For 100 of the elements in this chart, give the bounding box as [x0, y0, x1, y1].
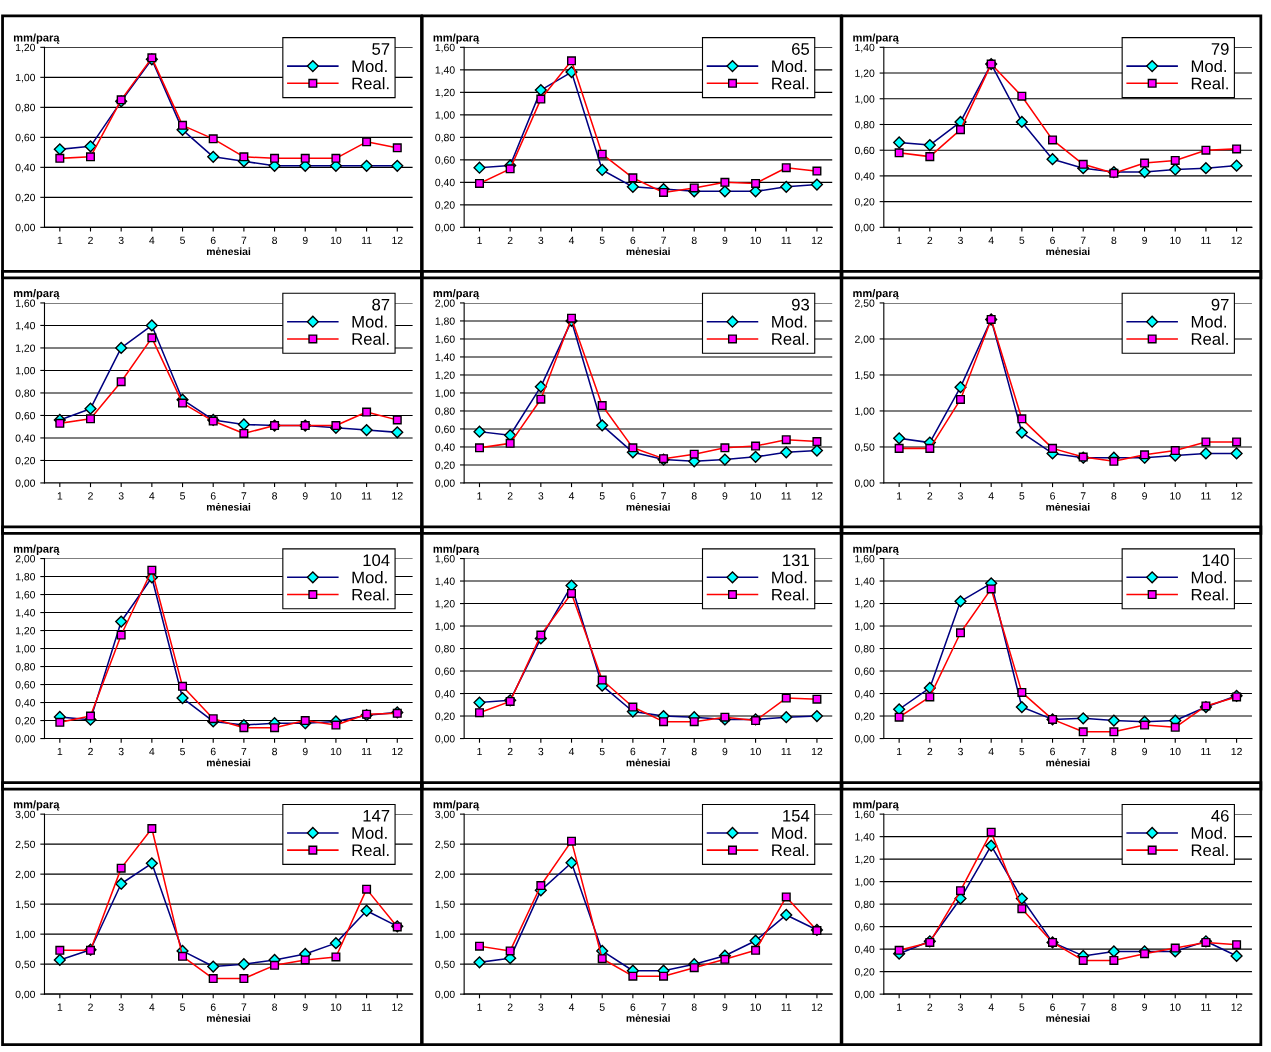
x-tick-label: 6: [630, 236, 636, 245]
x-tick-label: 8: [691, 1003, 697, 1011]
y-axis-title: mm/parą: [853, 288, 899, 300]
x-tick-label: 11: [361, 236, 372, 244]
legend-label: Real.: [772, 77, 809, 90]
x-tick-label: 2: [927, 236, 933, 244]
y-tick-label: 1,20: [855, 600, 875, 609]
x-tick-label: 10: [750, 747, 761, 756]
y-tick-label: 0,60: [15, 133, 36, 143]
y-axis-title: mm/parą: [853, 800, 899, 811]
x-tick-label: 1: [57, 236, 63, 244]
x-tick-label: 5: [180, 747, 185, 756]
x-tick-label: 5: [180, 492, 185, 500]
x-tick-label: 1: [477, 1003, 482, 1011]
x-tick-label: 1: [897, 492, 902, 500]
x-tick-label: 6: [210, 747, 216, 756]
y-axis-title: mm/parą: [433, 33, 480, 44]
x-tick-label: 5: [599, 1003, 605, 1011]
y-tick-label: 0,00: [435, 735, 455, 744]
y-tick-label: 1,60: [15, 299, 36, 309]
y-tick-label: 0,20: [435, 712, 455, 722]
y-tick-label: 0,00: [15, 735, 36, 744]
y-tick-label: 0,60: [435, 425, 455, 435]
y-tick-label: 1,20: [15, 627, 36, 636]
y-tick-label: 0,60: [435, 667, 455, 677]
x-tick-label: 12: [392, 236, 403, 244]
x-tick-label: 6: [210, 236, 216, 245]
x-tick-label: 10: [330, 236, 342, 245]
x-tick-label: 1: [477, 747, 482, 756]
x-tick-label: 11: [1201, 492, 1211, 500]
x-tick-label: 11: [781, 1003, 792, 1011]
x-tick-label: 9: [1142, 236, 1147, 245]
y-tick-label: 0,40: [435, 690, 455, 699]
y-tick-label: 1,40: [435, 66, 455, 75]
y-axis-title: mm/parą: [13, 544, 60, 555]
x-tick-label: 11: [781, 236, 792, 244]
x-tick-label: 4: [149, 492, 155, 500]
x-tick-label: 2: [927, 492, 933, 500]
y-tick-label: 1,40: [855, 43, 875, 53]
x-tick-label: 6: [1050, 492, 1055, 500]
y-tick-label: 0,50: [15, 960, 36, 970]
y-tick-label: 1,40: [855, 833, 875, 842]
x-tick-label: 3: [118, 492, 124, 500]
legend-label: Real.: [352, 843, 389, 857]
legend-label: Mod.: [772, 315, 807, 328]
legend-title: 154: [783, 810, 810, 822]
y-tick-label: 0,60: [854, 667, 875, 677]
y-tick-label: 0,50: [854, 443, 875, 453]
y-tick-label: 3,00: [15, 810, 36, 820]
x-tick-label: 11: [1201, 236, 1211, 244]
x-tick-label: 1: [477, 236, 482, 244]
x-tick-label: 1: [477, 492, 482, 500]
x-tick-label: 11: [361, 747, 372, 756]
y-tick-label: 0,20: [854, 968, 875, 977]
y-tick-label: 1,40: [435, 577, 455, 587]
x-axis-title: mėnesiai: [626, 758, 670, 767]
y-tick-label: 1,20: [15, 43, 36, 53]
y-tick-label: 0,40: [854, 690, 875, 699]
legend-label: Mod.: [352, 59, 387, 73]
x-tick-label: 9: [302, 1003, 308, 1011]
x-tick-label: 3: [538, 1003, 544, 1011]
legend-title: 131: [783, 554, 809, 567]
y-axis-title: mm/parą: [13, 800, 60, 811]
y-tick-label: 1,00: [855, 95, 875, 104]
y-axis-title: mm/parą: [13, 33, 60, 44]
y-tick-label: 0,60: [854, 923, 875, 932]
y-tick-label: 1,80: [435, 317, 455, 327]
y-tick-label: 1,00: [15, 645, 36, 654]
x-tick-label: 4: [149, 1003, 155, 1011]
x-tick-label: 7: [241, 492, 247, 500]
x-tick-label: 7: [661, 1003, 666, 1011]
y-axis-title: mm/parą: [433, 288, 480, 300]
y-tick-label: 2,50: [15, 840, 36, 850]
x-tick-label: 3: [958, 747, 963, 756]
x-tick-label: 8: [1111, 747, 1117, 756]
y-tick-label: 0,80: [854, 120, 875, 130]
y-tick-label: 1,00: [435, 111, 455, 120]
x-tick-label: 3: [958, 1003, 963, 1011]
y-tick-label: 0,40: [15, 434, 36, 444]
x-tick-label: 9: [1142, 492, 1147, 500]
y-tick-label: 1,00: [855, 407, 875, 417]
y-tick-label: 0,40: [15, 699, 36, 708]
x-tick-label: 10: [1170, 492, 1181, 500]
y-tick-label: 0,00: [15, 479, 36, 489]
x-tick-label: 12: [811, 492, 823, 500]
y-tick-label: 0,80: [15, 663, 36, 672]
x-tick-label: 3: [538, 747, 544, 756]
legend-title: 147: [363, 810, 390, 822]
x-tick-label: 4: [568, 1003, 575, 1011]
x-tick-label: 10: [330, 1003, 342, 1011]
x-tick-label: 12: [392, 492, 403, 500]
x-tick-label: 5: [599, 236, 605, 245]
x-tick-label: 8: [691, 492, 697, 500]
y-tick-label: 1,20: [15, 344, 36, 354]
y-tick-label: 2,00: [435, 299, 455, 309]
y-tick-label: 1,60: [435, 43, 455, 53]
x-axis-title: mėnesiai: [206, 247, 251, 256]
x-tick-label: 4: [568, 236, 575, 244]
x-tick-label: 3: [118, 747, 124, 756]
y-tick-label: 1,00: [15, 366, 36, 376]
